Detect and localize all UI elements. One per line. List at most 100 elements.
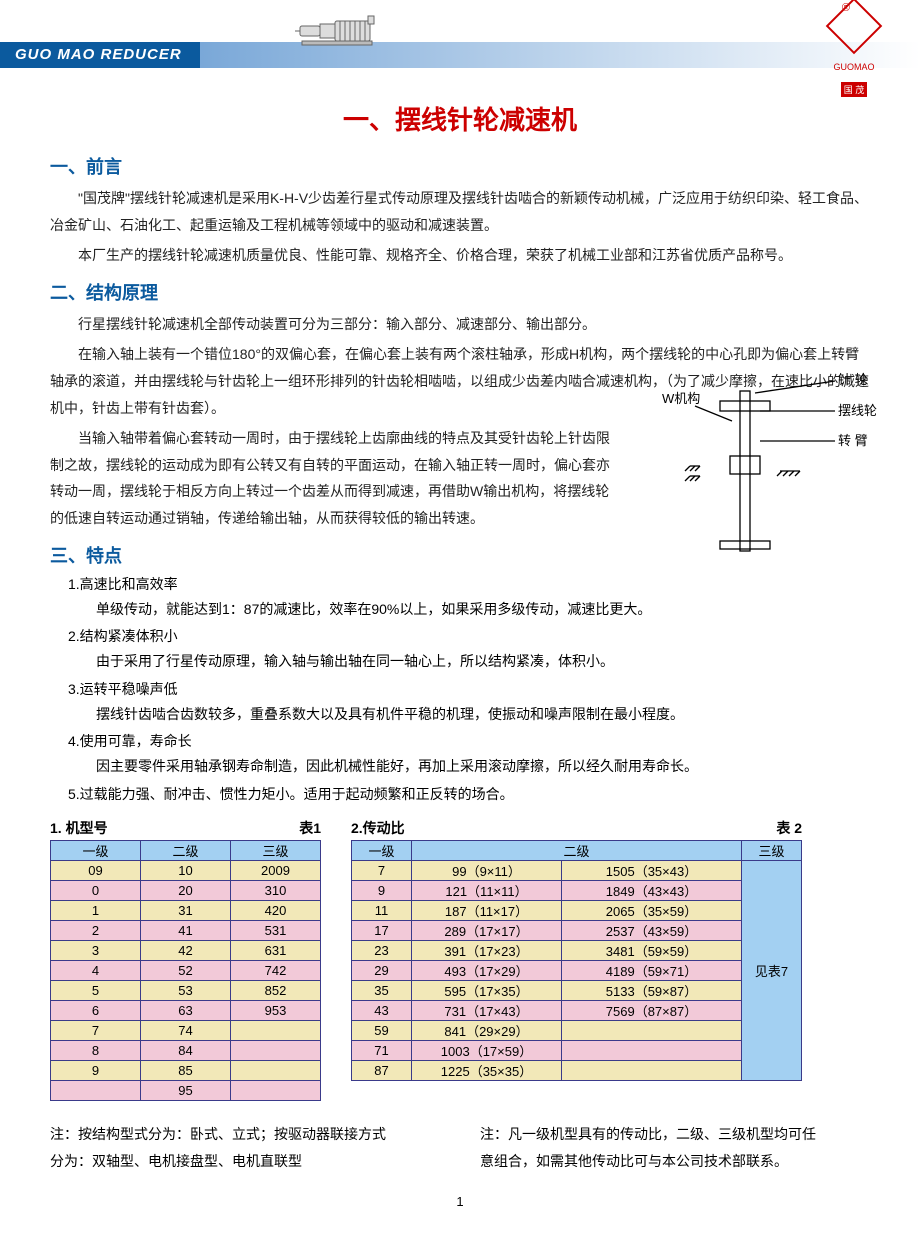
section1-p1: "国茂牌"摆线针轮减速机是采用K-H-V少齿差行星式传动原理及摆线针齿啮合的新颖… — [50, 185, 870, 238]
table2-cell: 595（17×35） — [412, 980, 562, 1000]
table2-cell: 731（17×43） — [412, 1000, 562, 1020]
table1-cell — [231, 1060, 321, 1080]
table1-header: 一级 — [51, 840, 141, 860]
table2-wrap: 2.传动比 表 2 一级二级三级799（9×11）1505（35×43）见表79… — [351, 818, 802, 1081]
diag-label-needle: 针 轮 — [838, 372, 868, 387]
brand-logo: ® GUOMAO 国 茂 — [828, 0, 880, 97]
table1-cell: 631 — [231, 940, 321, 960]
table2-header: 一级 — [352, 840, 412, 860]
table1-cell: 953 — [231, 1000, 321, 1020]
table1-cell: 95 — [141, 1080, 231, 1100]
table2-cell: 1003（17×59） — [412, 1040, 562, 1060]
section2-p3: 当输入轴带着偏心套转动一周时，由于摆线轮上齿廓曲线的特点及其受针齿轮上针齿限制之… — [50, 425, 610, 531]
table1-cell: 63 — [141, 1000, 231, 1020]
table2-cell: 187（11×17） — [412, 900, 562, 920]
table2-title-left: 2.传动比 — [351, 818, 405, 838]
table2-cell: 3481（59×59） — [562, 940, 742, 960]
table1-cell: 4 — [51, 960, 141, 980]
table1-cell — [51, 1080, 141, 1100]
table2-cell: 1225（35×35） — [412, 1060, 562, 1080]
table2-cell: 391（17×23） — [412, 940, 562, 960]
table2-cell: 289（17×17） — [412, 920, 562, 940]
table2-header: 三级 — [742, 840, 802, 860]
table1-cell: 2 — [51, 920, 141, 940]
table1-cell: 2009 — [231, 860, 321, 880]
table2-cell: 71 — [352, 1040, 412, 1060]
feature-head: 3.运转平稳噪声低 — [68, 679, 870, 699]
table2-cell: 17 — [352, 920, 412, 940]
table1-cell: 10 — [141, 860, 231, 880]
diag-label-arm: 转 臂 — [838, 433, 868, 448]
table1-cell: 52 — [141, 960, 231, 980]
table2-cell: 11 — [352, 900, 412, 920]
table2-cell — [562, 1040, 742, 1060]
table1-cell: 8 — [51, 1040, 141, 1060]
table2-cell: 841（29×29） — [412, 1020, 562, 1040]
table1-title-left: 1. 机型号 — [50, 818, 108, 838]
table2-cell: 5133（59×87） — [562, 980, 742, 1000]
table2-cell: 35 — [352, 980, 412, 1000]
page-header: GUO MAO REDUCER ® GUOMAO 国 茂 — [0, 0, 920, 70]
table2-cell: 493（17×29） — [412, 960, 562, 980]
table1-cell: 42 — [141, 940, 231, 960]
feature-head: 5.过载能力强、耐冲击、惯性力矩小。适用于起动频繁和正反转的场合。 — [68, 784, 870, 804]
feature-body: 因主要零件采用轴承钢寿命制造，因此机械性能好，再加上采用滚动摩擦，所以经久耐用寿… — [68, 753, 870, 780]
motor-icon — [290, 6, 380, 64]
feature-body: 单级传动，就能达到1：87的减速比，效率在90%以上，如果采用多级传动，减速比更… — [68, 596, 870, 623]
table1-cell: 7 — [51, 1020, 141, 1040]
table2-title-right: 表 2 — [776, 818, 802, 838]
table1-cell: 41 — [141, 920, 231, 940]
table2-cell: 43 — [352, 1000, 412, 1020]
table1-cell: 53 — [141, 980, 231, 1000]
header-title: GUO MAO REDUCER — [15, 42, 182, 68]
table1-cell: 852 — [231, 980, 321, 1000]
table1-cell: 310 — [231, 880, 321, 900]
table1-cell — [231, 1080, 321, 1100]
section2-p1: 行星摆线针轮减速机全部传动装置可分为三部分：输入部分、减速部分、输出部分。 — [50, 311, 870, 338]
table2-cell: 1505（35×43） — [562, 860, 742, 880]
table2-cell: 2065（35×59） — [562, 900, 742, 920]
table2-cell: 99（9×11） — [412, 860, 562, 880]
table2-cell: 9 — [352, 880, 412, 900]
logo-en: GUOMAO — [828, 62, 880, 72]
table1-cell — [231, 1040, 321, 1060]
table1-cell: 0 — [51, 880, 141, 900]
table2-cell: 29 — [352, 960, 412, 980]
tables-row: 1. 机型号 表1 一级二级三级091020090203101314202415… — [50, 818, 870, 1101]
page-number: 1 — [50, 1194, 870, 1209]
logo-diamond-icon — [826, 0, 883, 54]
section1-title: 一、前言 — [50, 153, 870, 179]
note1: 注：按结构型式分为：卧式、立式；按驱动器联接方式分为：双轴型、电机接盘型、电机直… — [50, 1121, 390, 1174]
table2-header: 二级 — [412, 840, 742, 860]
table1-cell: 5 — [51, 980, 141, 1000]
table1-cell: 6 — [51, 1000, 141, 1020]
table1-cell: 85 — [141, 1060, 231, 1080]
table1-cell: 20 — [141, 880, 231, 900]
table1-header: 三级 — [231, 840, 321, 860]
table2-cell — [562, 1060, 742, 1080]
table1-cell: 09 — [51, 860, 141, 880]
table1-header: 二级 — [141, 840, 231, 860]
section1-p2: 本厂生产的摆线针轮减速机质量优良、性能可靠、规格齐全、价格合理，荣获了机械工业部… — [50, 242, 870, 269]
table1-cell: 31 — [141, 900, 231, 920]
table2: 一级二级三级799（9×11）1505（35×43）见表79121（11×11）… — [351, 840, 802, 1081]
table2-cell: 23 — [352, 940, 412, 960]
logo-cn: 国 茂 — [841, 82, 868, 97]
table2-cell: 1849（43×43） — [562, 880, 742, 900]
table2-cell: 2537（43×59） — [562, 920, 742, 940]
table2-cell: 87 — [352, 1060, 412, 1080]
feature-head: 2.结构紧凑体积小 — [68, 626, 870, 646]
feature-body: 由于采用了行星传动原理，输入轴与输出轴在同一轴心上，所以结构紧凑，体积小。 — [68, 648, 870, 675]
notes: 注：按结构型式分为：卧式、立式；按驱动器联接方式分为：双轴型、电机接盘型、电机直… — [50, 1121, 870, 1174]
table1-cell: 9 — [51, 1060, 141, 1080]
note2: 注：凡一级机型具有的传动比，二级、三级机型均可任意组合，如需其他传动比可与本公司… — [480, 1121, 820, 1174]
table2-cell: 59 — [352, 1020, 412, 1040]
structure-diagram: 针 轮 摆线轮 转 臂 W机构 — [660, 371, 880, 574]
diag-label-cycloid: 摆线轮 — [838, 403, 877, 418]
table1-cell: 531 — [231, 920, 321, 940]
table1-wrap: 1. 机型号 表1 一级二级三级091020090203101314202415… — [50, 818, 321, 1101]
table2-cell: 121（11×11） — [412, 880, 562, 900]
table1-cell: 420 — [231, 900, 321, 920]
feature-head: 1.高速比和高效率 — [68, 574, 870, 594]
table2-merged: 见表7 — [742, 860, 802, 1080]
